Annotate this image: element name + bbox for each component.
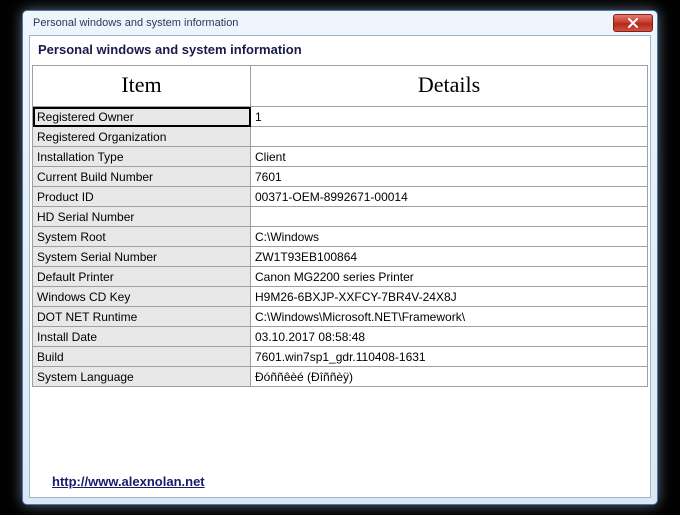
table-row[interactable]: Default PrinterCanon MG2200 series Print… [33,267,648,287]
item-cell: System Language [33,367,251,387]
detail-cell: Canon MG2200 series Printer [251,267,648,287]
detail-cell: ZW1T93EB100864 [251,247,648,267]
footer: http://www.alexnolan.net [32,468,648,491]
table-row[interactable]: Windows CD KeyH9M26-6BXJP-XXFCY-7BR4V-24… [33,287,648,307]
item-cell: Install Date [33,327,251,347]
close-icon [627,18,639,28]
table-row[interactable]: Installation TypeClient [33,147,648,167]
info-table: Item Details Registered Owner1Registered… [32,65,648,387]
table-row[interactable]: HD Serial Number [33,207,648,227]
detail-cell [251,127,648,147]
page-title: Personal windows and system information [32,40,648,65]
item-cell: Registered Owner [33,107,251,127]
detail-cell [251,207,648,227]
close-button[interactable] [613,14,653,32]
detail-cell: Đóññêèé (Đîññèÿ) [251,367,648,387]
table-row[interactable]: Registered Owner1 [33,107,648,127]
detail-cell: C:\Windows\Microsoft.NET\Framework\ [251,307,648,327]
item-cell: Windows CD Key [33,287,251,307]
table-row[interactable]: Install Date03.10.2017 08:58:48 [33,327,648,347]
column-header-item[interactable]: Item [33,66,251,107]
detail-cell: 03.10.2017 08:58:48 [251,327,648,347]
dialog-window: Personal windows and system information … [22,10,658,505]
item-cell: Product ID [33,187,251,207]
spacer [32,387,648,468]
item-cell: HD Serial Number [33,207,251,227]
table-row[interactable]: System RootC:\Windows [33,227,648,247]
detail-cell: 00371-OEM-8992671-00014 [251,187,648,207]
detail-cell: 1 [251,107,648,127]
website-link[interactable]: http://www.alexnolan.net [52,474,205,489]
item-cell: System Root [33,227,251,247]
item-cell: DOT NET Runtime [33,307,251,327]
table-row[interactable]: Current Build Number7601 [33,167,648,187]
client-area: Personal windows and system information … [29,35,651,498]
detail-cell: C:\Windows [251,227,648,247]
table-row[interactable]: DOT NET RuntimeC:\Windows\Microsoft.NET\… [33,307,648,327]
window-title: Personal windows and system information [33,17,613,29]
detail-cell: H9M26-6BXJP-XXFCY-7BR4V-24X8J [251,287,648,307]
item-cell: Default Printer [33,267,251,287]
item-cell: Build [33,347,251,367]
table-row[interactable]: Build7601.win7sp1_gdr.110408-1631 [33,347,648,367]
titlebar[interactable]: Personal windows and system information [23,11,657,35]
table-row[interactable]: Registered Organization [33,127,648,147]
item-cell: System Serial Number [33,247,251,267]
item-cell: Current Build Number [33,167,251,187]
item-cell: Registered Organization [33,127,251,147]
detail-cell: 7601 [251,167,648,187]
table-header-row: Item Details [33,66,648,107]
table-row[interactable]: Product ID00371-OEM-8992671-00014 [33,187,648,207]
item-cell: Installation Type [33,147,251,167]
detail-cell: Client [251,147,648,167]
table-row[interactable]: System LanguageĐóññêèé (Đîññèÿ) [33,367,648,387]
column-header-details[interactable]: Details [251,66,648,107]
table-row[interactable]: System Serial NumberZW1T93EB100864 [33,247,648,267]
detail-cell: 7601.win7sp1_gdr.110408-1631 [251,347,648,367]
